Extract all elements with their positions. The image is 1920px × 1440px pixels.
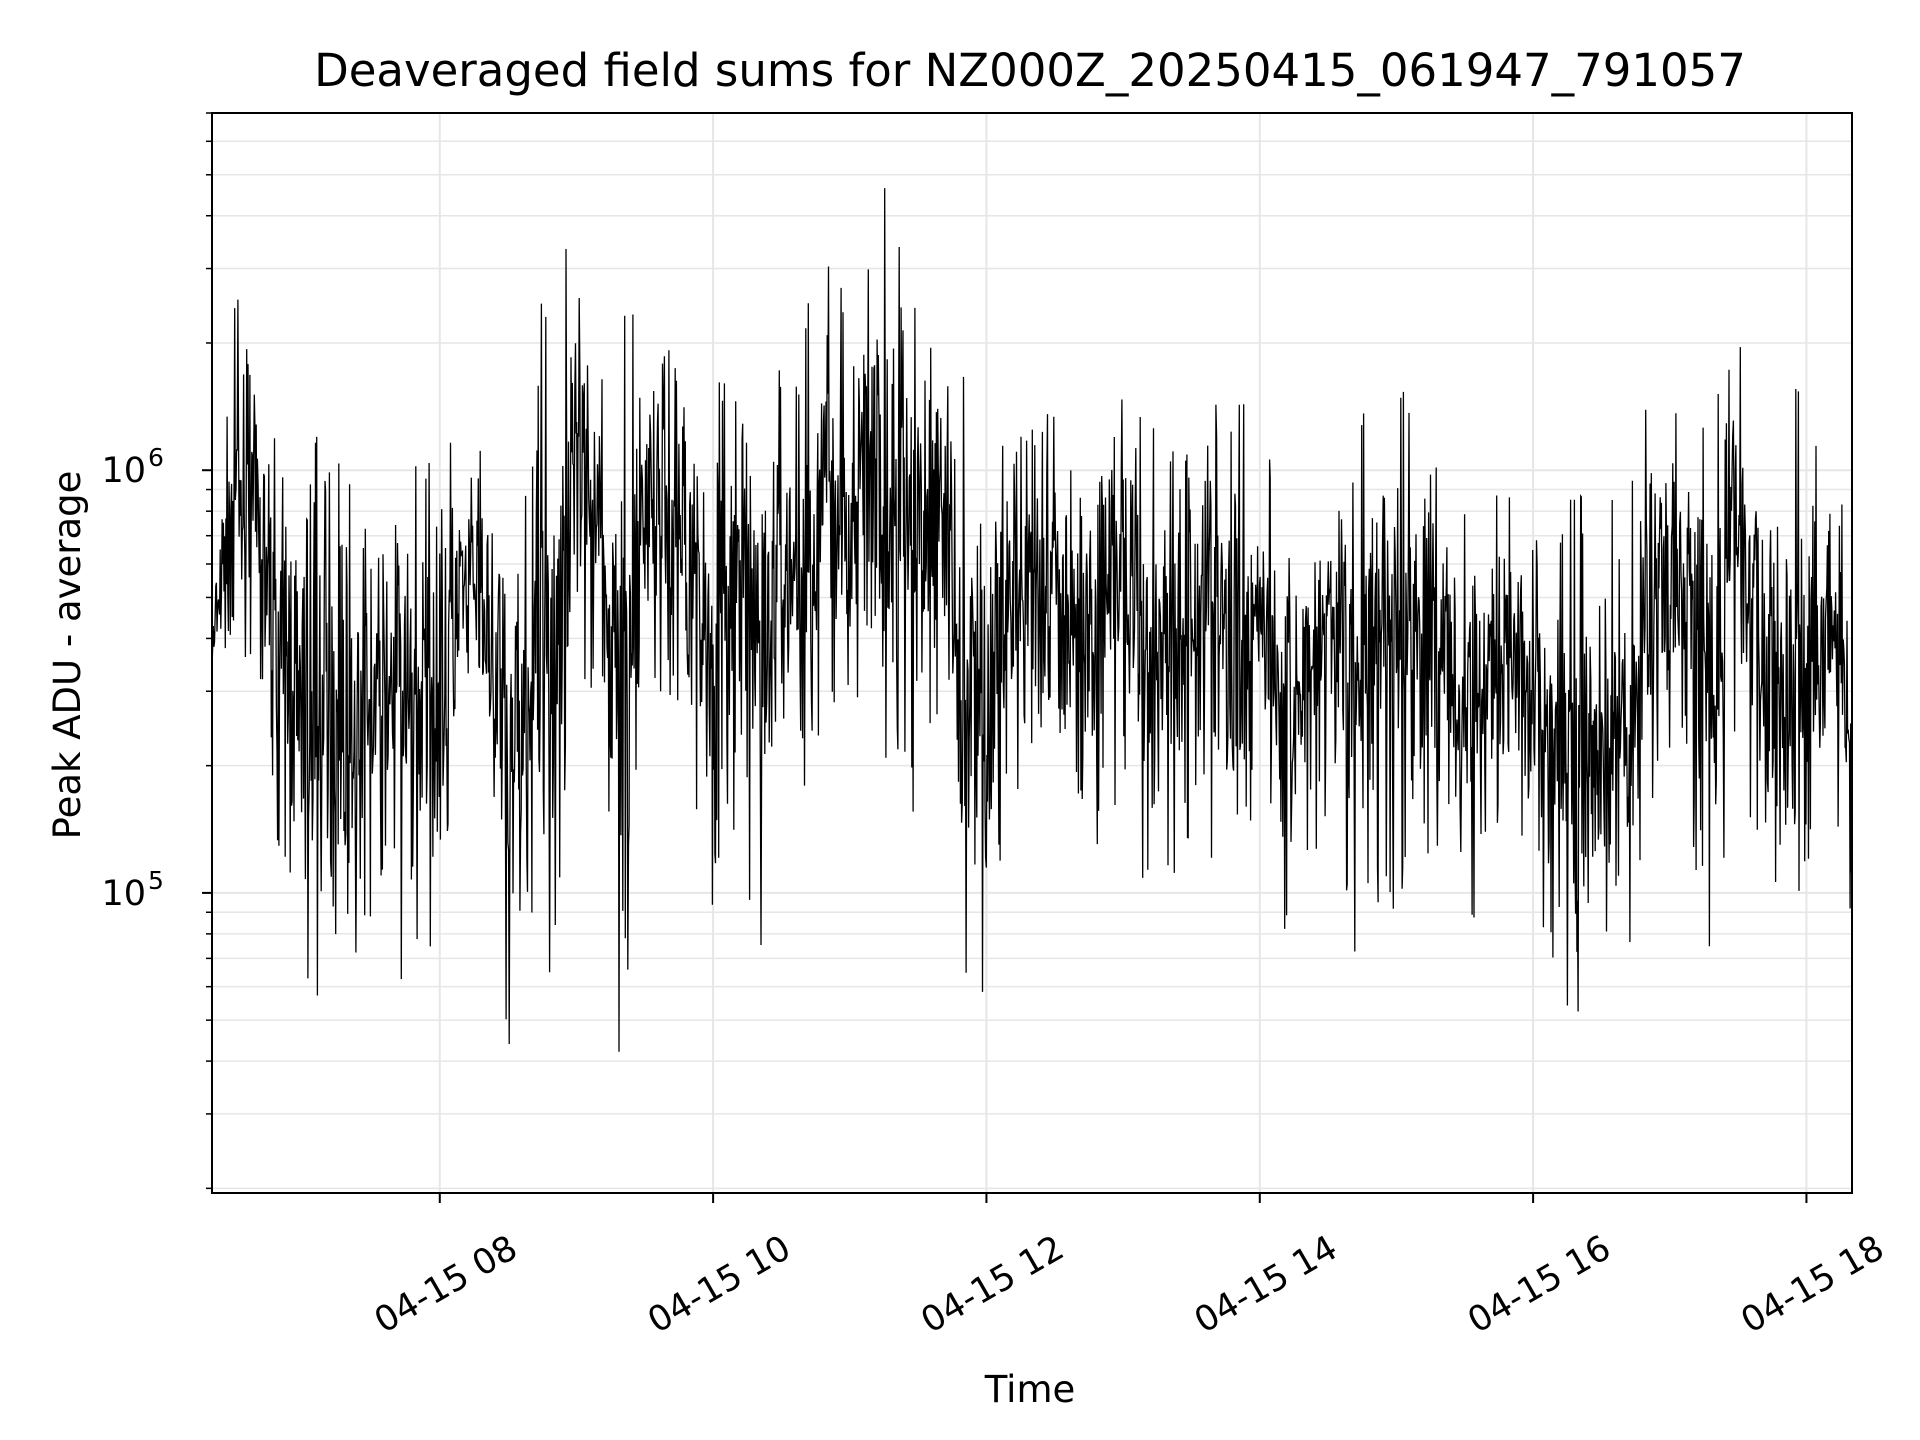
- chart-title: Deaveraged field sums for NZ000Z_2025041…: [314, 44, 1746, 97]
- y-axis-label: Peak ADU - average: [46, 471, 89, 840]
- series-polyline: [211, 188, 1853, 1052]
- y-tick-label: 10: [101, 874, 146, 914]
- y-tick-label-exponent: 5: [148, 866, 164, 895]
- y-tick-label-exponent: 6: [148, 443, 164, 472]
- series-line: [211, 188, 1853, 1052]
- x-axis-label: Time: [984, 1368, 1076, 1411]
- plot-frame: [211, 112, 1853, 1194]
- y-tick-label: 10: [101, 451, 146, 491]
